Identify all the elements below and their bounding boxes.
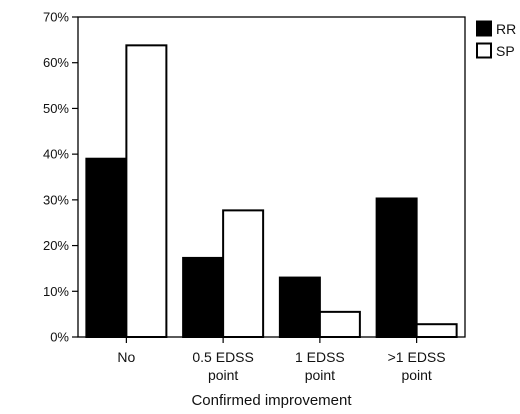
bar-rr: [375, 197, 418, 338]
y-tick-label: 60%: [43, 55, 69, 70]
y-tick-label: 40%: [43, 147, 69, 162]
bar-sp: [318, 310, 361, 339]
x-category-label: point: [305, 367, 335, 383]
x-axis-title: Confirmed improvement: [191, 392, 352, 409]
legend-label-rr: RR: [496, 21, 516, 37]
bars: [85, 44, 458, 339]
bar-rr: [85, 157, 128, 338]
bar-sp: [222, 209, 265, 338]
y-tick-label: 10%: [43, 284, 69, 299]
y-tick-label: 0%: [50, 330, 69, 345]
x-category-label: 0.5 EDSS: [192, 349, 253, 365]
legend: RR SP: [476, 20, 516, 59]
x-category-label: 1 EDSS: [295, 349, 345, 365]
x-category-label: point: [401, 367, 431, 383]
plot-frame: [77, 16, 466, 338]
bar-rr: [278, 276, 321, 339]
y-tick-label: 20%: [43, 238, 69, 253]
y-tick-label: 30%: [43, 192, 69, 207]
x-axis-categories: No 0.5 EDSS point 1 EDSS point >1 EDSS point: [117, 337, 446, 383]
y-tick-label: 50%: [43, 101, 69, 116]
bar-rr: [182, 256, 225, 338]
bar-sp: [415, 323, 458, 339]
y-tick-label: 70%: [43, 10, 69, 25]
bar-sp: [125, 44, 168, 338]
legend-swatch-rr: [476, 20, 492, 37]
x-category-label: >1 EDSS: [388, 349, 446, 365]
legend-swatch-sp: [476, 42, 492, 59]
legend-label-sp: SP: [496, 43, 515, 59]
y-axis-ticks: 0% 10% 20% 30% 40% 50% 60% 70%: [43, 10, 78, 345]
x-category-label: No: [117, 349, 135, 365]
x-category-label: point: [208, 367, 238, 383]
